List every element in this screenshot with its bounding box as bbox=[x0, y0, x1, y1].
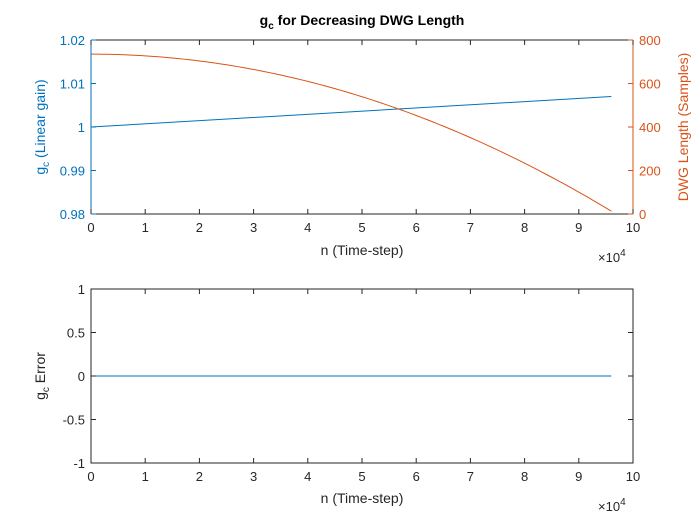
bottom-y-tick-label: 0 bbox=[78, 369, 85, 384]
bottom-y-tick-label: 0.5 bbox=[67, 326, 85, 341]
bottom-x-tick-label: 9 bbox=[575, 469, 582, 484]
bottom-x-tick-label: 2 bbox=[196, 469, 203, 484]
bottom-chart: 0 1 2 3 4 5 6 7 8 9 10 -1 -0.5 0 0.5 1 n (Time-step) ×… bbox=[32, 282, 640, 514]
bottom-y-tick-label: -0.5 bbox=[63, 413, 85, 428]
bottom-x-axis-label: n (Time-step) bbox=[321, 490, 404, 506]
bottom-x-tick-label: 8 bbox=[521, 469, 528, 484]
top-series-gain bbox=[90, 96, 612, 128]
bottom-x-tick-label: 3 bbox=[250, 469, 257, 484]
top-y-right-tick-label: 400 bbox=[639, 120, 661, 135]
top-y-left-tick-label: 1.01 bbox=[60, 77, 85, 92]
top-plot-area bbox=[91, 40, 633, 214]
bottom-y-ticks: -1 -0.5 0 0.5 1 bbox=[63, 282, 633, 471]
top-x-exponent: ×104 bbox=[598, 248, 626, 265]
top-y-left-ticks: 0.98 0.99 1 1.01 1.02 bbox=[60, 33, 96, 222]
top-y-left-tick-label: 0.99 bbox=[60, 164, 85, 179]
top-x-tick-label: 6 bbox=[413, 220, 420, 235]
bottom-x-tick-label: 4 bbox=[304, 469, 311, 484]
bottom-x-tick-label: 5 bbox=[358, 469, 365, 484]
top-y-right-axis-label: DWG Length (Samples) bbox=[675, 53, 691, 202]
top-x-tick-label: 4 bbox=[304, 220, 311, 235]
top-x-tick-label: 10 bbox=[626, 220, 640, 235]
top-y-left-tick-label: 1 bbox=[78, 120, 85, 135]
top-x-tick-label: 0 bbox=[87, 220, 94, 235]
top-x-tick-label: 7 bbox=[467, 220, 474, 235]
top-x-tick-label: 8 bbox=[521, 220, 528, 235]
bottom-x-exponent: ×104 bbox=[598, 497, 626, 514]
bottom-x-tick-label: 1 bbox=[142, 469, 149, 484]
top-x-axis-label: n (Time-step) bbox=[321, 242, 404, 258]
top-y-right-tick-label: 200 bbox=[639, 164, 661, 179]
top-x-tick-label: 9 bbox=[575, 220, 582, 235]
top-series-dwg-length bbox=[90, 53, 612, 212]
bottom-y-tick-label: -1 bbox=[73, 456, 85, 471]
dwg-length-line bbox=[90, 53, 612, 212]
top-y-right-tick-label: 0 bbox=[639, 207, 646, 222]
top-chart: gc for Decreasing DWG Length 0 1 2 3 4 5 6 7 8 9 1… bbox=[32, 12, 691, 265]
top-x-tick-label: 1 bbox=[142, 220, 149, 235]
top-y-left-axis-label: gc (Linear gain) bbox=[32, 79, 52, 174]
top-x-tick-label: 5 bbox=[358, 220, 365, 235]
bottom-x-tick-label: 10 bbox=[626, 469, 640, 484]
top-y-left-tick-label: 1.02 bbox=[60, 33, 85, 48]
top-x-ticks: 0 1 2 3 4 5 6 7 8 9 10 bbox=[87, 40, 640, 235]
top-x-tick-label: 2 bbox=[196, 220, 203, 235]
top-chart-title: gc for Decreasing DWG Length bbox=[260, 12, 465, 32]
bottom-y-tick-label: 1 bbox=[78, 282, 85, 297]
bottom-x-ticks: 0 1 2 3 4 5 6 7 8 9 10 bbox=[87, 289, 640, 484]
bottom-x-tick-label: 6 bbox=[413, 469, 420, 484]
top-y-right-tick-label: 800 bbox=[639, 33, 661, 48]
top-y-right-tick-label: 600 bbox=[639, 77, 661, 92]
top-y-right-ticks: 0 200 400 600 800 bbox=[628, 33, 661, 222]
top-y-left-tick-label: 0.98 bbox=[60, 207, 85, 222]
bottom-y-axis-label: gc Error bbox=[32, 352, 52, 400]
bottom-x-tick-label: 0 bbox=[87, 469, 94, 484]
bottom-x-tick-label: 7 bbox=[467, 469, 474, 484]
gain-line bbox=[90, 96, 612, 128]
top-x-tick-label: 3 bbox=[250, 220, 257, 235]
